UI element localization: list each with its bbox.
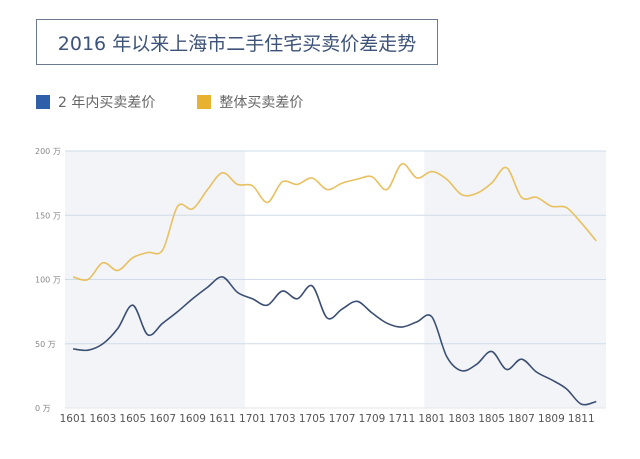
x-tick-label: 1811: [568, 413, 595, 425]
x-tick-label: 1803: [448, 413, 475, 425]
x-tick-label: 1705: [299, 413, 326, 425]
legend: 2 年内买卖差价 整体买卖差价: [36, 92, 303, 112]
legend-swatch-2yr: [36, 95, 50, 109]
x-tick-label: 1611: [209, 413, 236, 425]
y-tick-label: 0 万: [35, 404, 51, 413]
series-line-overall: [72, 163, 597, 281]
legend-label-2yr: 2 年内买卖差价: [58, 95, 156, 111]
x-tick-label: 1609: [179, 413, 206, 425]
x-tick-label: 1603: [90, 413, 117, 425]
x-tick-label: 1605: [119, 413, 146, 425]
x-tick-label: 1807: [508, 413, 535, 425]
chart-title-box: 2016 年以来上海市二手住宅买卖价差走势: [36, 19, 438, 65]
x-tick-label: 1805: [478, 413, 505, 425]
legend-swatch-overall: [197, 95, 212, 109]
x-tick-label: 1809: [538, 413, 565, 425]
series-line-2yr: [72, 276, 597, 406]
x-tick-label: 1707: [329, 413, 356, 425]
chart-title: 2016 年以来上海市二手住宅买卖价差走势: [57, 32, 417, 55]
x-tick-label: 1711: [389, 413, 416, 425]
x-tick-label: 1709: [359, 413, 386, 425]
legend-label-overall: 整体买卖差价: [219, 95, 304, 111]
x-tick-label: 1601: [60, 413, 87, 425]
y-tick-label: 50 万: [35, 340, 56, 349]
x-tick-label: 1701: [239, 413, 266, 425]
y-tick-label: 200 万: [35, 147, 61, 156]
x-tick-label: 1607: [149, 413, 176, 425]
x-tick-label: 1801: [418, 413, 445, 425]
y-tick-label: 100 万: [35, 276, 61, 285]
x-tick-label: 1703: [269, 413, 296, 425]
legend-item-overall: 整体买卖差价: [197, 92, 303, 112]
y-tick-label: 150 万: [35, 211, 61, 220]
legend-item-2yr: 2 年内买卖差价: [36, 92, 155, 112]
